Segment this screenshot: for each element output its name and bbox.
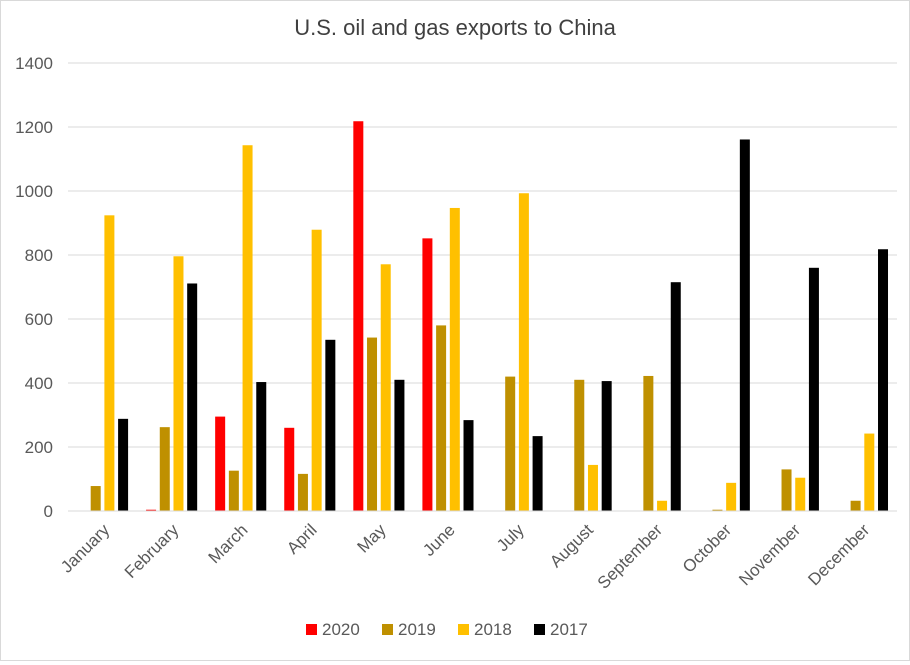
bar-2017-october [739,139,750,512]
bar-2019-september [643,375,654,511]
legend-label-2018: 2018 [474,620,512,639]
x-tick-label: January [57,520,114,577]
bar-2017-january [118,418,129,511]
y-tick-label: 1200 [15,118,53,137]
y-tick-label: 200 [25,438,53,457]
y-tick-label: 1400 [15,54,53,73]
y-tick-label: 600 [25,310,53,329]
bar-2017-march [256,382,267,511]
x-tick-label: June [419,520,459,560]
x-tick-label: May [354,520,390,556]
x-tick-label: October [679,520,735,576]
x-tick-label: December [804,520,873,589]
bar-2019-april [297,473,308,511]
bar-2019-december [850,500,861,511]
x-tick-label: September [594,520,666,592]
chart-title: U.S. oil and gas exports to China [294,15,616,40]
gridlines [68,62,897,448]
y-tick-label: 1000 [15,182,53,201]
bar-2017-april [325,339,336,511]
bar-2020-june [422,238,433,512]
bar-2017-june [463,420,474,511]
bar-2018-june [449,207,460,511]
bar-2018-october [726,482,737,511]
x-tick-label: August [546,520,597,571]
bar-2019-july [505,376,516,511]
bars [90,121,889,512]
legend-swatch-2017 [534,624,545,635]
x-tick-label: March [205,520,252,567]
bar-2018-september [657,500,668,511]
bar-2017-december [878,249,889,512]
legend-swatch-2019 [382,624,393,635]
bar-2017-november [808,267,819,511]
bar-2020-february [146,509,157,511]
bar-2019-february [159,427,170,511]
bar-2020-april [284,427,295,511]
bar-2019-june [436,325,447,511]
bar-2019-january [90,486,101,511]
bar-2020-march [215,416,226,511]
y-axis-ticks: 0 200 400 600 800 1000 1200 1400 [15,54,53,521]
bar-2017-may [394,379,405,511]
bar-2018-november [795,477,806,511]
legend-label-2019: 2019 [398,620,436,639]
bar-2020-may [353,121,364,512]
x-tick-label: July [493,520,528,555]
x-tick-label: November [735,520,804,589]
bar-2018-may [380,264,391,511]
bar-2018-july [518,193,529,512]
x-axis-ticks: January February March April May June July Augu… [57,520,873,593]
legend-label-2017: 2017 [550,620,588,639]
bar-2018-january [104,215,115,511]
legend-swatch-2018 [458,624,469,635]
bar-2018-march [242,145,253,512]
bar-2018-december [864,433,875,511]
bar-2017-february [187,283,198,511]
bar-2019-august [574,379,585,511]
bar-2017-august [601,381,612,511]
bar-2018-april [311,229,322,511]
bar-2019-march [228,470,239,511]
bar-2017-september [670,282,681,511]
y-tick-label: 800 [25,246,53,265]
y-tick-label: 0 [44,502,53,521]
legend-swatch-2020 [306,624,317,635]
bar-2019-november [781,469,792,511]
legend-label-2020: 2020 [322,620,360,639]
bar-2018-february [173,256,184,511]
bar-2017-july [532,436,543,511]
x-tick-label: February [121,520,183,582]
y-tick-label: 400 [25,374,53,393]
bar-2019-october [712,509,723,511]
bar-2018-august [587,464,598,511]
legend: 2020 2019 2018 2017 [306,620,588,639]
x-tick-label: April [283,520,320,557]
bar-2019-may [367,337,378,511]
